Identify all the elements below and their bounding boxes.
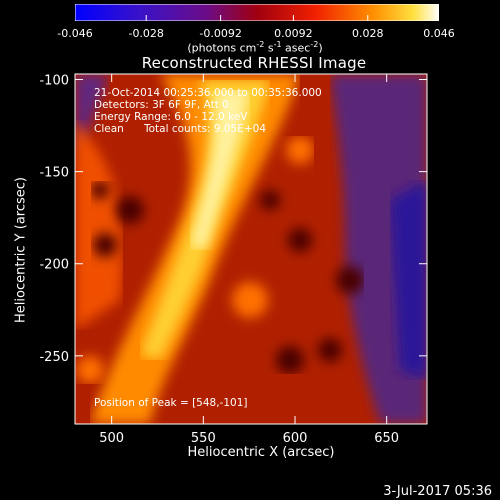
x-tick-label: 500 xyxy=(99,431,124,446)
colorbar-units: (photons cm-2 s-1 asec-2) xyxy=(187,40,323,55)
annotation-total-counts: Total counts: 9.05E+04 xyxy=(144,123,267,135)
colorbar-tick-label: 0.0092 xyxy=(274,27,313,40)
colorbar-tick-label: -0.028 xyxy=(128,27,164,40)
chart-title: Reconstructed RHESSI Image xyxy=(141,54,367,72)
annotation-peak-position: Position of Peak = [548,-101] xyxy=(94,397,248,409)
annotation-method: Clean xyxy=(94,123,124,135)
annotation-time-range: 21-Oct-2014 00:25:36.000 to 00:35:36.000 xyxy=(94,87,322,99)
x-axis-label: Heliocentric X (arcsec) xyxy=(187,445,335,460)
x-tick-label: 550 xyxy=(191,431,216,446)
x-tick-label: 600 xyxy=(283,431,308,446)
colorbar-tick-label: -0.0092 xyxy=(199,27,242,40)
y-tick-label: -100 xyxy=(39,74,69,89)
colorbar-tick-label: -0.046 xyxy=(57,27,93,40)
annotation-energy-range: Energy Range: 6.0 - 12.0 keV xyxy=(94,111,248,123)
colorbar-tick-label: 0.028 xyxy=(352,27,384,40)
annotation-detectors: Detectors: 3F 6F 9F, Att 0 xyxy=(94,99,229,111)
heatmap-image xyxy=(75,74,427,424)
y-axis-label: Heliocentric Y (arcsec) xyxy=(13,177,29,323)
y-tick-label: -200 xyxy=(39,258,69,273)
x-tick-label: 650 xyxy=(374,431,399,446)
colorbar-tick-label: 0.046 xyxy=(423,27,455,40)
date-stamp: 3-Jul-2017 05:36 xyxy=(383,484,492,499)
y-tick-label: -250 xyxy=(39,350,69,365)
y-tick-label: -150 xyxy=(39,166,69,181)
